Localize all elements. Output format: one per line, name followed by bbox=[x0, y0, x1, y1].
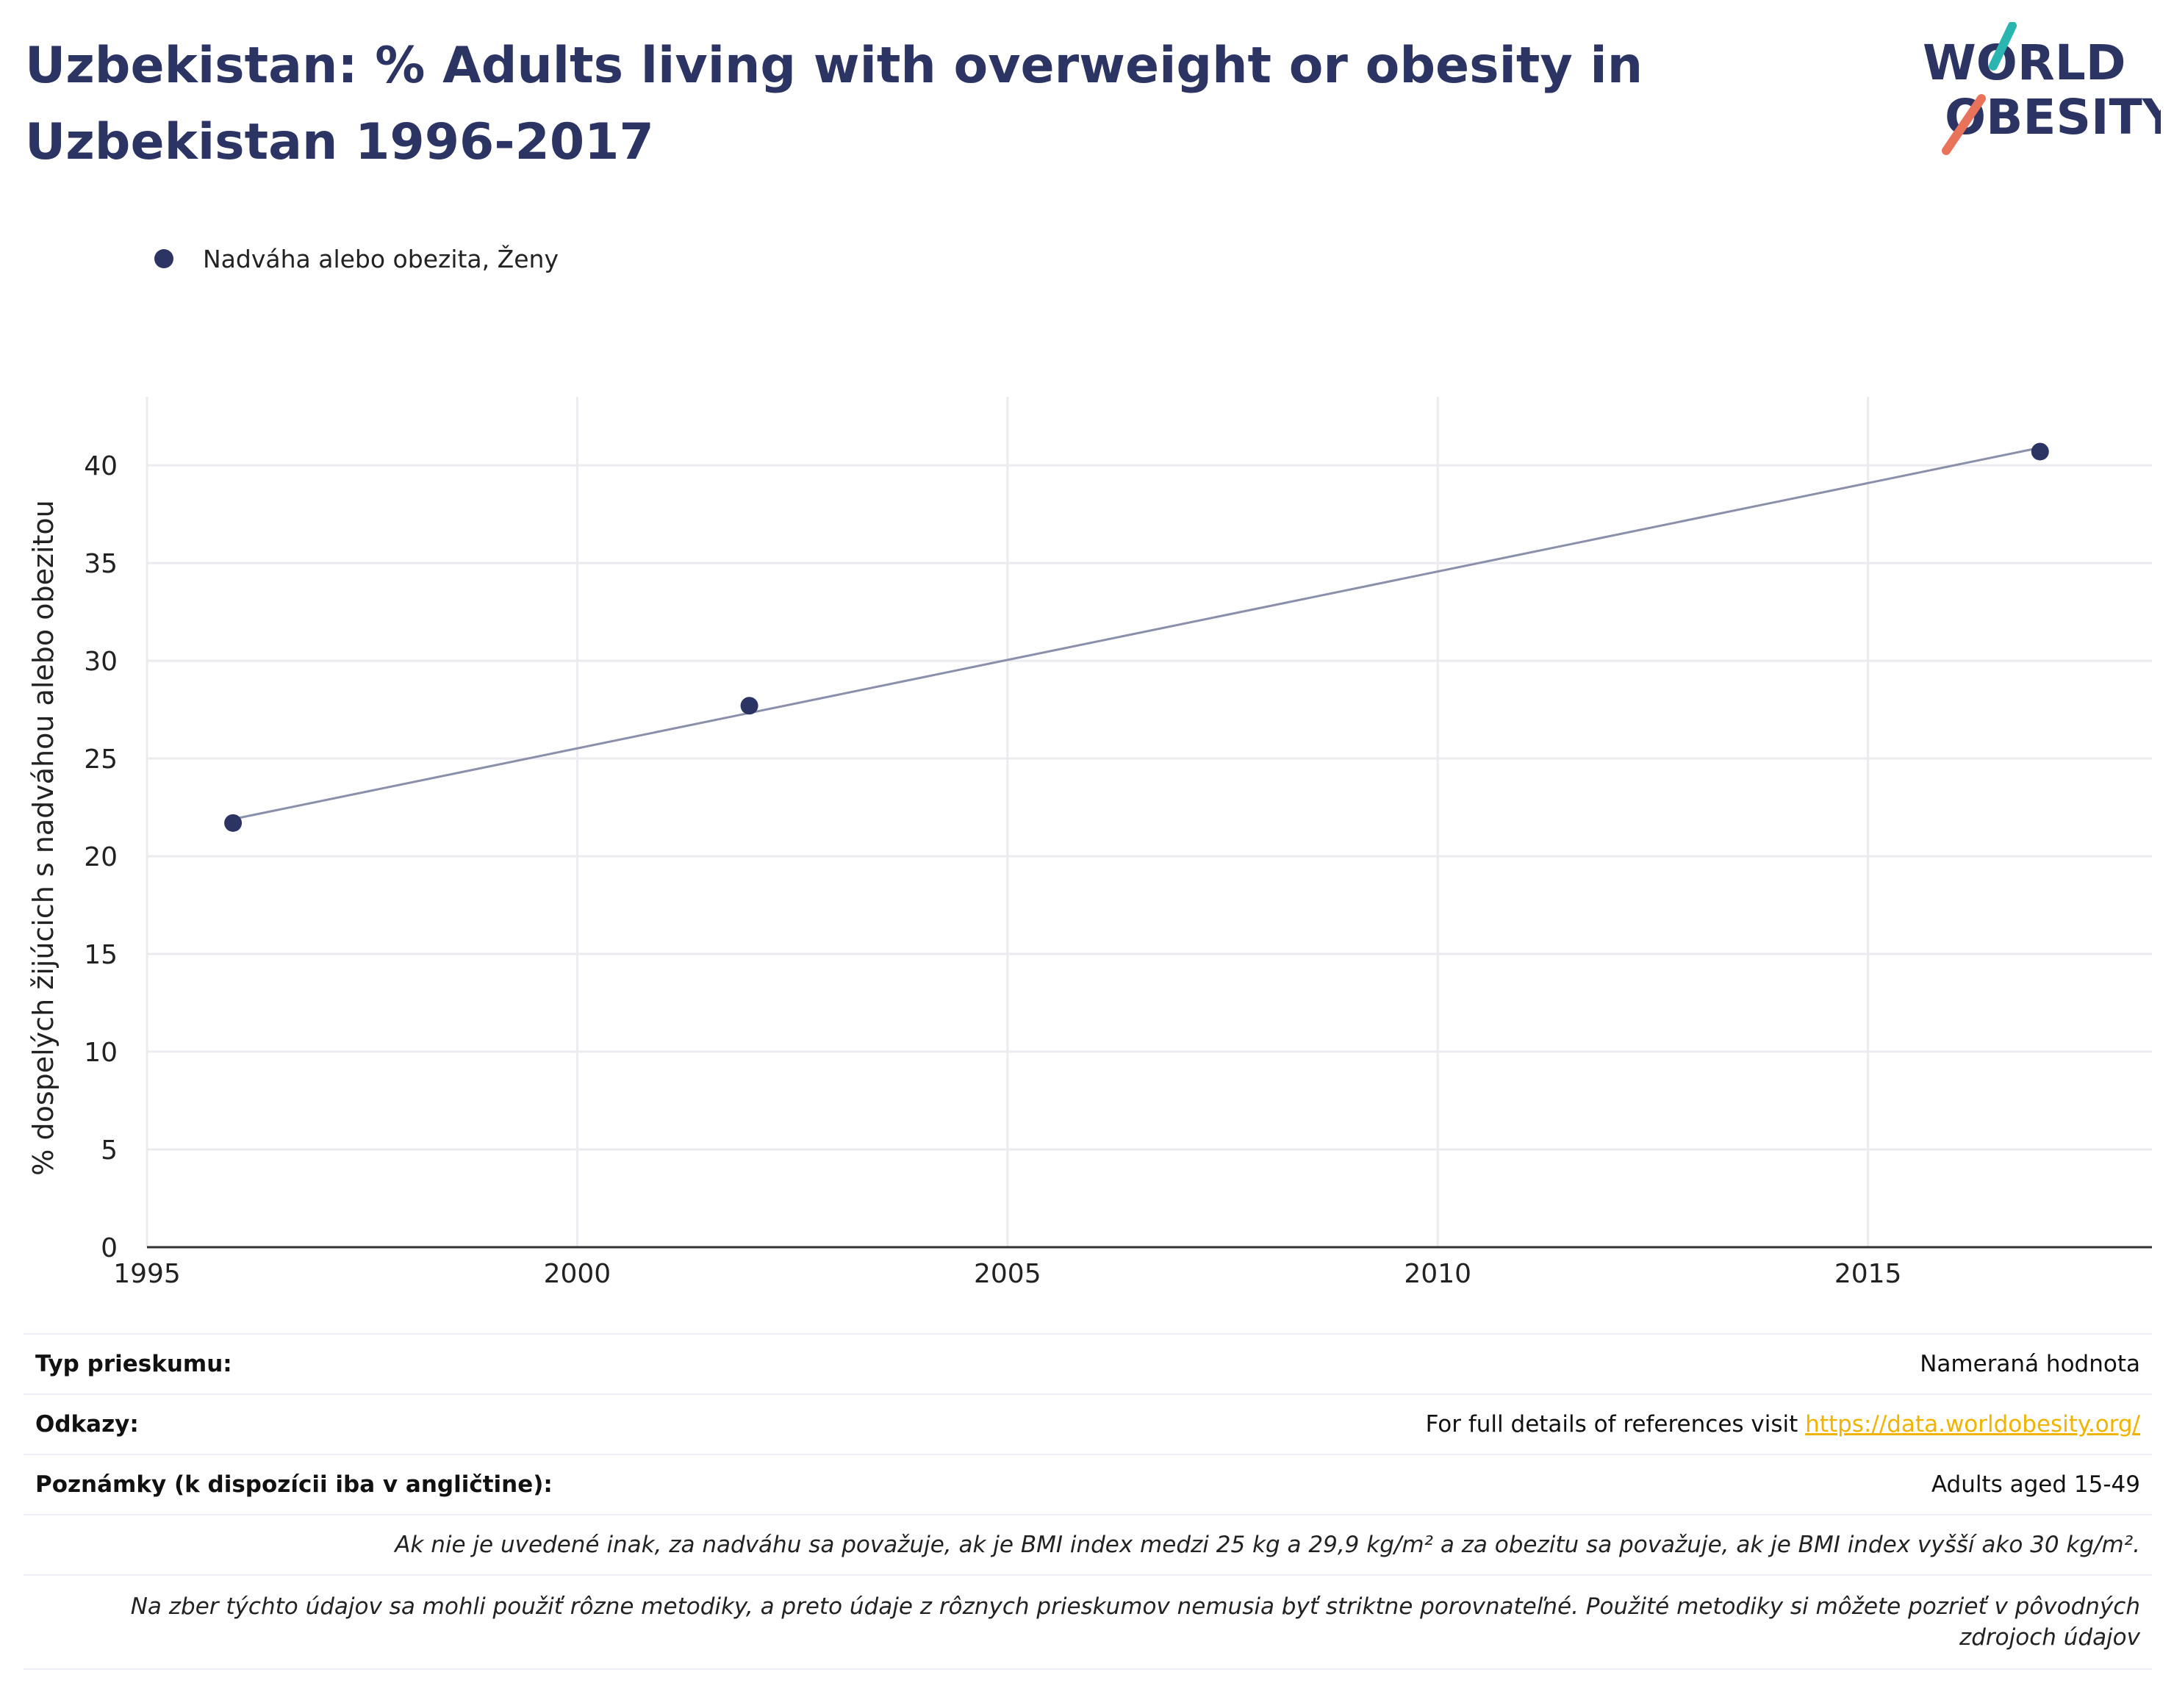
scatter-chart: 1995 2000 2005 2010 2015 0 5 10 15 20 25 30 35 40 % d… bbox=[27, 397, 2152, 1289]
x-tick-label-2010: 2010 bbox=[1404, 1259, 1471, 1289]
notes-table: Typ prieskumu: Nameraná hodnota Odkazy: … bbox=[24, 1333, 2152, 1670]
survey-type-label: Typ prieskumu: bbox=[35, 1351, 232, 1377]
x-tick-label-1995: 1995 bbox=[113, 1259, 181, 1289]
data-point-2017 bbox=[2031, 442, 2049, 461]
legend-label: Nadváha alebo obezita, Ženy bbox=[203, 244, 559, 273]
bmi-note: Ak nie je uvedené inak, za nadváhu sa po… bbox=[395, 1532, 2140, 1558]
notes-row-remarks: Poznámky (k dispozícii iba v angličtine)… bbox=[24, 1455, 2152, 1515]
y-tick-label-25: 25 bbox=[84, 744, 118, 775]
trend-line bbox=[232, 446, 2041, 820]
references-value: For full details of references visit htt… bbox=[1426, 1411, 2140, 1438]
x-tick-label-2015: 2015 bbox=[1834, 1259, 1902, 1289]
notes-row-methodology: Na zber týchto údajov sa mohli použiť rô… bbox=[24, 1576, 2152, 1670]
references-label: Odkazy: bbox=[35, 1411, 139, 1438]
y-tick-label-20: 20 bbox=[84, 842, 118, 872]
y-tick-label-5: 5 bbox=[101, 1135, 118, 1166]
data-point-1996 bbox=[224, 814, 243, 832]
y-tick-label-15: 15 bbox=[84, 940, 118, 970]
methodology-note: Na zber týchto údajov sa mohli použiť rô… bbox=[130, 1593, 2140, 1651]
remarks-label: Poznámky (k dispozícii iba v angličtine)… bbox=[35, 1471, 553, 1498]
logo-slash-teal bbox=[1989, 22, 2017, 71]
notes-row-survey-type: Typ prieskumu: Nameraná hodnota bbox=[24, 1335, 2152, 1395]
x-tick-label-2000: 2000 bbox=[544, 1259, 611, 1289]
data-marks bbox=[224, 442, 2049, 832]
legend[interactable]: Nadváha alebo obezita, Ženy bbox=[154, 243, 559, 275]
y-tick-label-10: 10 bbox=[84, 1038, 118, 1068]
logo-slash-coral bbox=[1942, 94, 1986, 155]
logo-text-world: WORLD bbox=[1923, 35, 2126, 91]
references-text: For full details of references visit bbox=[1425, 1411, 1806, 1438]
world-obesity-logo: WORLD OBESITY bbox=[1923, 22, 2161, 155]
notes-row-bmi: Ak nie je uvedené inak, za nadváhu sa po… bbox=[24, 1515, 2152, 1576]
tick-labels: 1995 2000 2005 2010 2015 0 5 10 15 20 25 30 35 40 bbox=[84, 451, 1901, 1289]
grid-lines bbox=[146, 397, 2152, 1247]
data-point-2002 bbox=[740, 697, 758, 715]
y-tick-label-30: 30 bbox=[84, 647, 118, 677]
survey-type-value: Nameraná hodnota bbox=[1920, 1351, 2140, 1377]
remarks-value: Adults aged 15-49 bbox=[1931, 1471, 2140, 1498]
y-axis-label: % dospelých žijúcich s nadváhou alebo ob… bbox=[27, 500, 60, 1175]
y-tick-label-0: 0 bbox=[101, 1233, 118, 1263]
chart-title: Uzbekistan: % Adults living with overwei… bbox=[25, 37, 1643, 171]
y-tick-label-40: 40 bbox=[84, 451, 118, 481]
y-tick-label-35: 35 bbox=[84, 549, 118, 579]
x-tick-label-2005: 2005 bbox=[974, 1259, 1041, 1289]
notes-row-references: Odkazy: For full details of references v… bbox=[24, 1395, 2152, 1455]
legend-marker bbox=[154, 249, 173, 268]
references-link[interactable]: https://data.worldobesity.org/ bbox=[1805, 1411, 2140, 1438]
